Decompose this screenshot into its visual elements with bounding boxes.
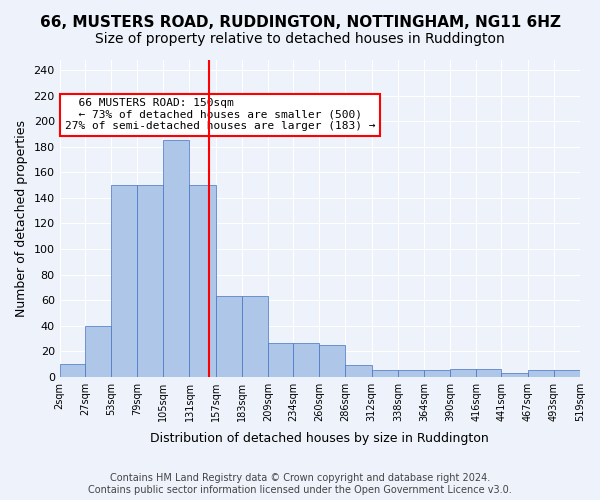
Text: 66 MUSTERS ROAD: 150sqm
  ← 73% of detached houses are smaller (500)
27% of semi: 66 MUSTERS ROAD: 150sqm ← 73% of detache… <box>65 98 376 131</box>
Bar <box>527 370 554 376</box>
Text: Contains HM Land Registry data © Crown copyright and database right 2024.
Contai: Contains HM Land Registry data © Crown c… <box>88 474 512 495</box>
Bar <box>476 369 502 376</box>
Bar <box>450 369 476 376</box>
Y-axis label: Number of detached properties: Number of detached properties <box>15 120 28 317</box>
Bar <box>190 185 215 376</box>
Bar <box>580 374 600 376</box>
Bar <box>398 370 424 376</box>
Bar <box>346 365 371 376</box>
Bar <box>215 296 242 376</box>
Bar <box>59 364 85 376</box>
Bar <box>85 326 111 376</box>
Text: Size of property relative to detached houses in Ruddington: Size of property relative to detached ho… <box>95 32 505 46</box>
Bar <box>554 370 580 376</box>
Bar <box>242 296 268 376</box>
Bar <box>163 140 190 376</box>
Bar <box>111 185 137 376</box>
Bar <box>371 370 398 376</box>
Bar <box>137 185 163 376</box>
Bar <box>424 370 450 376</box>
Bar <box>319 344 346 376</box>
Bar <box>293 344 319 376</box>
Bar <box>268 344 293 376</box>
Text: 66, MUSTERS ROAD, RUDDINGTON, NOTTINGHAM, NG11 6HZ: 66, MUSTERS ROAD, RUDDINGTON, NOTTINGHAM… <box>40 15 560 30</box>
Bar <box>502 373 527 376</box>
X-axis label: Distribution of detached houses by size in Ruddington: Distribution of detached houses by size … <box>151 432 489 445</box>
